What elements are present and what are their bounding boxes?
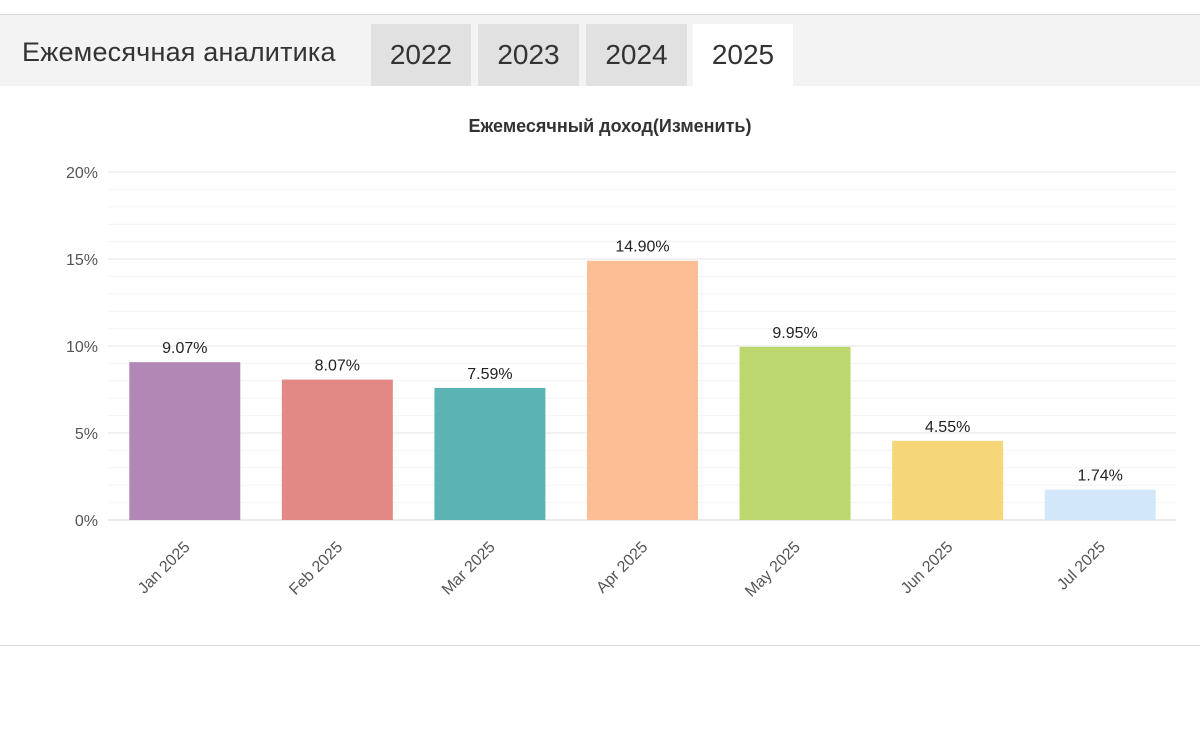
x-tick-label: Apr 2025 bbox=[593, 539, 651, 597]
bars bbox=[129, 260, 1156, 520]
x-tick-label: May 2025 bbox=[742, 539, 804, 601]
monthly-income-chart: Ежемесячный доход(Изменить) 0% 5% 10% 15% 20… bbox=[66, 116, 1176, 601]
bar-value-label: 9.95% bbox=[772, 325, 817, 342]
top-rule bbox=[0, 14, 1200, 15]
y-tick-label: 10% bbox=[66, 339, 98, 356]
x-tick-label: Jun 2025 bbox=[898, 539, 957, 598]
tab-2022[interactable]: 2022 bbox=[371, 24, 471, 86]
bar-value-label: 7.59% bbox=[467, 366, 512, 383]
bar bbox=[587, 260, 698, 520]
bar-value-label: 9.07% bbox=[162, 340, 207, 357]
y-tick-label: 15% bbox=[66, 252, 98, 269]
bottom-rule bbox=[0, 645, 1200, 646]
y-tick-label: 0% bbox=[75, 513, 98, 530]
bar-value-label: 4.55% bbox=[925, 419, 970, 436]
bar bbox=[739, 346, 851, 520]
bar bbox=[892, 440, 1004, 520]
bar-value-label: 8.07% bbox=[315, 358, 360, 375]
bar bbox=[129, 362, 241, 520]
bar bbox=[434, 387, 546, 520]
x-axis-ticks: Jan 2025 Feb 2025 Mar 2025 Apr 2025 May 2025… bbox=[135, 539, 1109, 601]
tab-2025[interactable]: 2025 bbox=[693, 24, 793, 86]
x-tick-label: Jul 2025 bbox=[1054, 539, 1109, 594]
page-title: Ежемесячная аналитика bbox=[22, 37, 336, 67]
x-tick-label: Jan 2025 bbox=[135, 539, 194, 598]
bar bbox=[281, 379, 393, 520]
x-tick-label: Feb 2025 bbox=[286, 539, 346, 599]
bar bbox=[1044, 489, 1156, 520]
y-tick-label: 5% bbox=[75, 426, 98, 443]
x-tick-label: Mar 2025 bbox=[439, 539, 499, 599]
tab-2023[interactable]: 2023 bbox=[478, 24, 579, 86]
y-tick-label: 20% bbox=[66, 165, 98, 182]
bar-value-label: 14.90% bbox=[615, 239, 669, 256]
bar-value-label: 1.74% bbox=[1078, 468, 1123, 485]
y-axis-ticks: 0% 5% 10% 15% 20% bbox=[66, 165, 98, 530]
tab-2024[interactable]: 2024 bbox=[586, 24, 687, 86]
bar-value-labels: 9.07% 8.07% 7.59% 14.90% 9.95% 4.55% 1.74% bbox=[162, 239, 1123, 485]
chart-title: Ежемесячный доход(Изменить) bbox=[469, 116, 752, 136]
